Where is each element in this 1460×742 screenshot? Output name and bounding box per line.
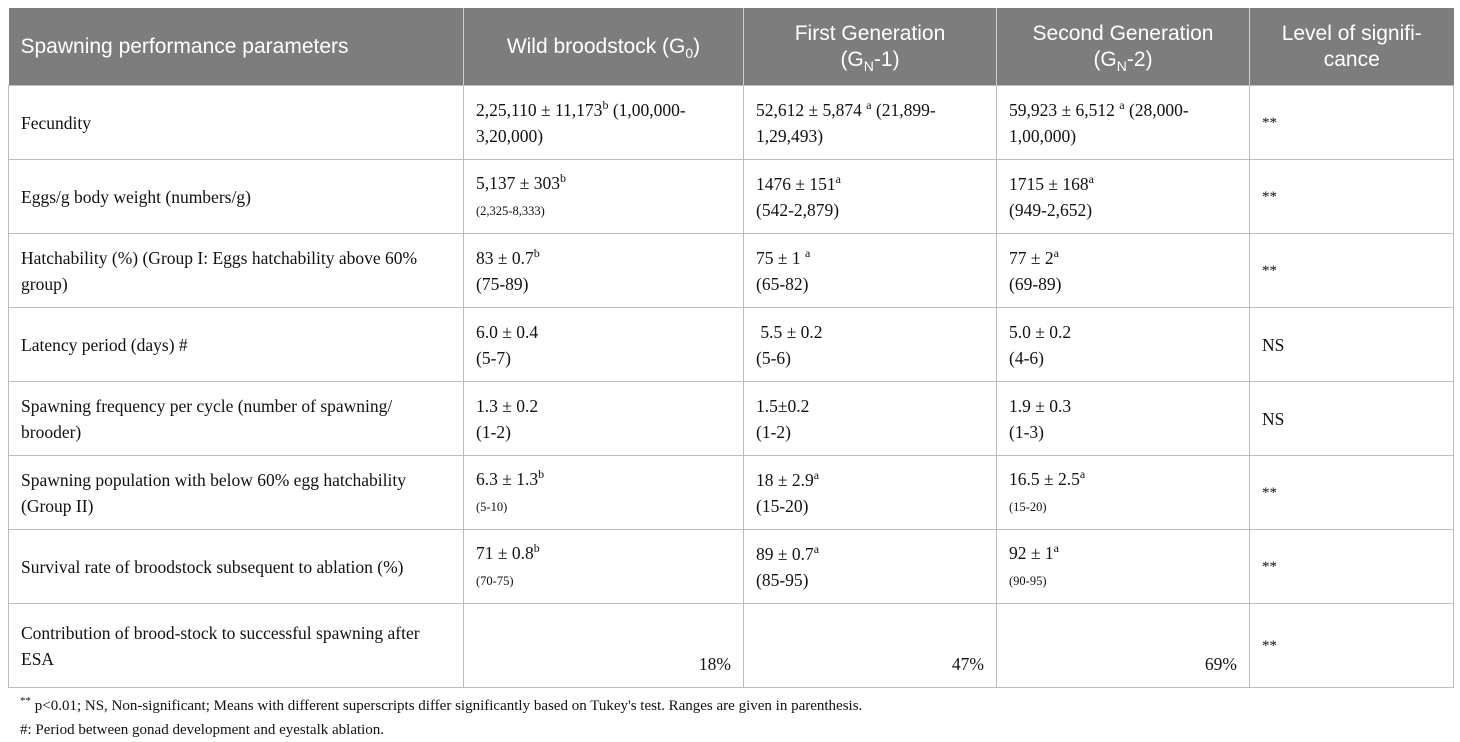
wild-cell: 6.0 ± 0.4 (5-7) (463, 307, 744, 382)
header-wild-broodstock: Wild broodstock (G0) (463, 8, 744, 86)
parameter-cell: Survival rate of broodstock subsequent t… (8, 529, 464, 604)
footnote-significance: ** p<0.01; NS, Non-significant; Means wi… (20, 695, 863, 715)
g1-cell: 75 ± 1 a (65-82) (743, 233, 997, 308)
wild-cell: 5,137 ± 303b (2,325-8,333) (463, 159, 744, 234)
significance-cell: ** (1249, 85, 1454, 160)
parameter-cell: Hatchability (%) (Group I: Eggs hatchabi… (8, 233, 464, 308)
significance-cell: NS (1249, 307, 1454, 382)
header-first-generation: First Generation (GN-1) (743, 8, 997, 86)
g2-cell: 77 ± 2a (69-89) (996, 233, 1250, 308)
g2-cell: 1.9 ± 0.3 (1-3) (996, 381, 1250, 456)
significance-cell: ** (1249, 455, 1454, 530)
table-container: Spawning performance parameters Wild bro… (8, 8, 1454, 742)
g2-cell: 5.0 ± 0.2 (4-6) (996, 307, 1250, 382)
spawning-performance-table: Spawning performance parameters Wild bro… (8, 8, 1454, 688)
significance-cell: NS (1249, 381, 1454, 456)
g2-cell: 59,923 ± 6,512 a (28,000-1,00,000) (996, 85, 1250, 160)
g2-cell: 92 ± 1a (90-95) (996, 529, 1250, 604)
parameter-cell: Latency period (days) # (8, 307, 464, 382)
significance-cell: ** (1249, 529, 1454, 604)
parameter-cell: Spawning frequency per cycle (number of … (8, 381, 464, 456)
table-row: Spawning population with below 60% egg h… (8, 455, 1454, 530)
parameter-cell: Contribution of brood-stock to successfu… (8, 603, 464, 688)
parameter-cell: Eggs/g body weight (numbers/g) (8, 159, 464, 234)
g1-cell: 52,612 ± 5,874 a (21,899-1,29,493) (743, 85, 997, 160)
g2-cell: 69% (996, 603, 1250, 688)
significance-cell: ** (1249, 603, 1454, 688)
wild-cell: 6.3 ± 1.3b (5-10) (463, 455, 744, 530)
g1-cell: 1.5±0.2 (1-2) (743, 381, 997, 456)
g1-cell: 1476 ± 151a (542-2,879) (743, 159, 997, 234)
table-row: Eggs/g body weight (numbers/g) 5,137 ± 3… (8, 159, 1454, 234)
wild-cell: 18% (463, 603, 744, 688)
g2-cell: 16.5 ± 2.5a (15-20) (996, 455, 1250, 530)
significance-cell: ** (1249, 233, 1454, 308)
table-row: Spawning frequency per cycle (number of … (8, 381, 1454, 456)
wild-cell: 71 ± 0.8b (70-75) (463, 529, 744, 604)
g1-cell: 47% (743, 603, 997, 688)
table-row: Survival rate of broodstock subsequent t… (8, 529, 1454, 604)
header-parameters: Spawning performance parameters (8, 8, 464, 86)
g1-cell: 5.5 ± 0.2 (5-6) (743, 307, 997, 382)
header-second-generation: Second Generation (GN-2) (996, 8, 1250, 86)
wild-cell: 2,25,110 ± 11,173b (1,00,000-3,20,000) (463, 85, 744, 160)
table-row: Latency period (days) # 6.0 ± 0.4 (5-7) 5… (8, 307, 1454, 382)
parameter-cell: Fecundity (8, 85, 464, 160)
header-level-of-significance: Level of signifi-cance (1249, 8, 1454, 86)
table-row: Fecundity 2,25,110 ± 11,173b (1,00,000-3… (8, 85, 1454, 160)
wild-cell: 83 ± 0.7b (75-89) (463, 233, 744, 308)
g2-cell: 1715 ± 168a (949-2,652) (996, 159, 1250, 234)
g1-cell: 89 ± 0.7a (85-95) (743, 529, 997, 604)
header-row: Spawning performance parameters Wild bro… (8, 8, 1454, 86)
table-footnotes: ** p<0.01; NS, Non-significant; Means wi… (8, 694, 1453, 742)
parameter-cell: Spawning population with below 60% egg h… (8, 455, 464, 530)
wild-cell: 1.3 ± 0.2 (1-2) (463, 381, 744, 456)
g1-cell: 18 ± 2.9a (15-20) (743, 455, 997, 530)
table-row: Hatchability (%) (Group I: Eggs hatchabi… (8, 233, 1454, 308)
table-row: Contribution of brood-stock to successfu… (8, 603, 1454, 688)
footnote-latency: #: Period between gonad development and … (20, 722, 385, 738)
significance-cell: ** (1249, 159, 1454, 234)
